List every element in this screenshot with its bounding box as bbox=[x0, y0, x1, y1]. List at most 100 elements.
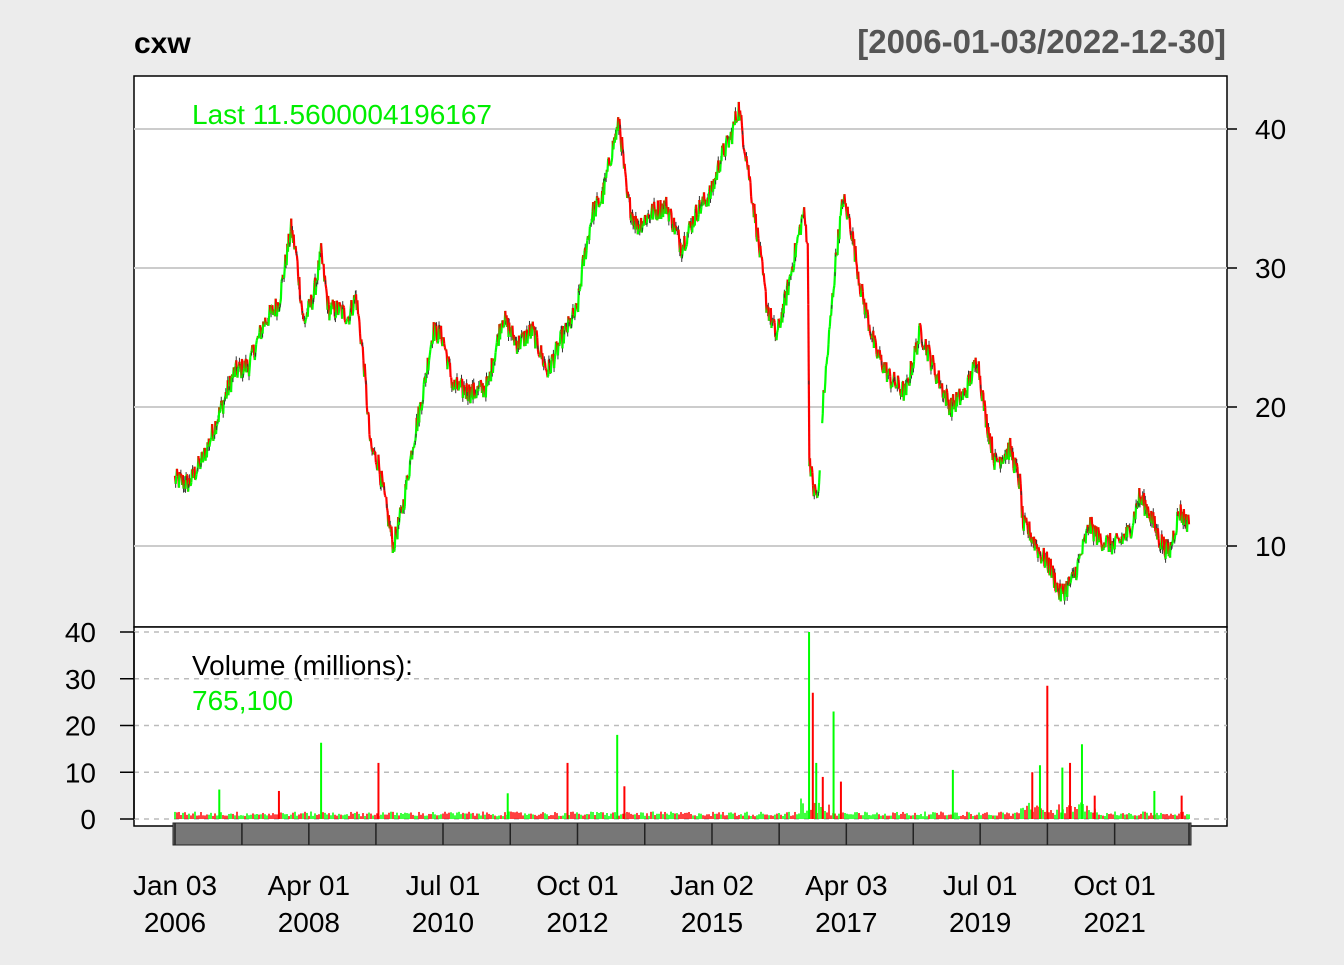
price-segment bbox=[860, 283, 861, 294]
price-segment bbox=[892, 382, 893, 387]
price-segment bbox=[741, 115, 742, 126]
price-segment bbox=[319, 252, 320, 270]
price-segment bbox=[235, 365, 236, 377]
price-segment bbox=[375, 451, 376, 452]
price-segment bbox=[931, 367, 932, 370]
price-segment bbox=[688, 225, 689, 233]
price-segment bbox=[1076, 576, 1077, 580]
price-segment bbox=[556, 342, 557, 343]
price-segment bbox=[385, 496, 386, 497]
price-segment bbox=[1115, 538, 1116, 549]
price-segment bbox=[231, 376, 232, 392]
price-segment bbox=[1155, 516, 1156, 531]
price-segment bbox=[1089, 531, 1090, 533]
price-segment bbox=[836, 253, 837, 254]
price-segment bbox=[987, 414, 988, 432]
price-segment bbox=[1122, 537, 1123, 544]
price-segment bbox=[560, 331, 561, 344]
price-segment bbox=[359, 321, 360, 333]
price-segment bbox=[904, 391, 905, 401]
price-segment bbox=[441, 326, 442, 341]
price-segment bbox=[1071, 574, 1072, 580]
price-tick-label: 30 bbox=[1255, 253, 1286, 284]
price-segment bbox=[762, 257, 763, 262]
price-segment bbox=[812, 473, 813, 486]
price-segment bbox=[645, 215, 646, 217]
price-segment bbox=[365, 364, 366, 377]
x-tick-label: 2017 bbox=[815, 907, 877, 938]
price-segment bbox=[830, 315, 831, 326]
price-segment bbox=[458, 390, 459, 391]
price-segment bbox=[392, 527, 393, 540]
price-segment bbox=[778, 319, 779, 320]
price-segment bbox=[750, 183, 751, 197]
price-segment bbox=[414, 442, 415, 447]
price-segment bbox=[338, 314, 339, 315]
x-tick-label: 2021 bbox=[1083, 907, 1145, 938]
volume-tick-label: 20 bbox=[65, 711, 96, 742]
price-segment bbox=[701, 208, 702, 214]
price-segment bbox=[774, 319, 775, 322]
price-segment bbox=[586, 251, 587, 259]
x-axis-bar bbox=[173, 823, 1191, 845]
price-segment bbox=[368, 412, 369, 414]
price-segment bbox=[545, 363, 546, 369]
price-segment bbox=[648, 214, 649, 216]
price-segment bbox=[862, 284, 863, 292]
price-segment bbox=[363, 347, 364, 361]
price-segment bbox=[546, 369, 547, 370]
price-segment bbox=[226, 392, 227, 398]
price-segment bbox=[833, 289, 834, 297]
price-segment bbox=[493, 362, 494, 373]
price-segment bbox=[210, 440, 211, 442]
price-segment bbox=[357, 300, 358, 314]
price-segment bbox=[551, 359, 552, 373]
price-segment bbox=[1077, 561, 1078, 575]
price-segment bbox=[856, 246, 857, 261]
price-segment bbox=[744, 149, 745, 152]
last-price-label: Last 11.5600004196167 bbox=[192, 99, 492, 130]
price-segment bbox=[343, 305, 344, 306]
x-tick-label: 2012 bbox=[546, 907, 608, 938]
price-segment bbox=[377, 469, 378, 470]
price-segment bbox=[444, 344, 445, 348]
price-segment bbox=[930, 349, 931, 355]
price-segment bbox=[487, 379, 488, 386]
price-segment bbox=[243, 369, 244, 374]
price-segment bbox=[254, 345, 255, 355]
price-segment bbox=[446, 349, 447, 355]
price-segment bbox=[410, 457, 411, 461]
price-segment bbox=[822, 413, 823, 423]
price-segment bbox=[430, 350, 431, 356]
price-segment bbox=[438, 340, 439, 343]
price-segment bbox=[844, 194, 845, 203]
price-segment bbox=[211, 438, 212, 440]
price-segment bbox=[230, 376, 231, 381]
price-segment bbox=[1172, 543, 1173, 545]
price-segment bbox=[559, 344, 560, 346]
price-segment bbox=[928, 350, 929, 361]
price-segment bbox=[921, 325, 922, 331]
price-segment bbox=[428, 361, 429, 371]
price-segment bbox=[1188, 515, 1189, 525]
price-segment bbox=[616, 127, 617, 140]
price-segment bbox=[825, 366, 826, 382]
price-segment bbox=[379, 467, 380, 475]
price-segment bbox=[358, 314, 359, 315]
price-segment bbox=[996, 457, 997, 460]
price-segment bbox=[339, 302, 340, 304]
price-segment bbox=[564, 326, 565, 330]
price-segment bbox=[1105, 537, 1106, 547]
price-segment bbox=[474, 383, 475, 396]
price-segment bbox=[1051, 574, 1052, 577]
price-segment bbox=[476, 394, 477, 398]
price-segment bbox=[760, 246, 761, 256]
price-segment bbox=[661, 212, 662, 219]
price-segment bbox=[764, 273, 765, 282]
price-segment bbox=[1057, 583, 1058, 592]
price-segment bbox=[673, 227, 674, 232]
price-segment bbox=[807, 242, 808, 243]
price-segment bbox=[1119, 538, 1120, 541]
volume-tick-label: 40 bbox=[65, 617, 96, 648]
price-segment bbox=[517, 348, 518, 353]
